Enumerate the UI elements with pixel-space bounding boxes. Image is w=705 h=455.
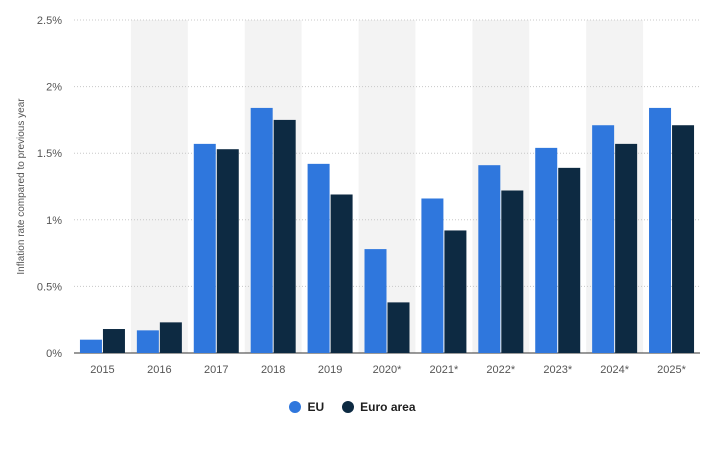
bar-eu	[649, 107, 672, 353]
x-tick-label: 2018	[261, 364, 285, 376]
legend: EU Euro area	[0, 400, 705, 414]
x-tick-label: 2015	[90, 364, 114, 376]
x-tick-label: 2022*	[486, 364, 515, 376]
bar-euro-area	[159, 322, 182, 353]
x-tick-label: 2024*	[600, 364, 629, 376]
x-tick-label: 2017	[204, 364, 228, 376]
legend-marker-euro-area	[342, 401, 355, 413]
bar-euro-area	[501, 190, 524, 353]
bar-eu	[592, 125, 615, 353]
bar-euro-area	[330, 194, 353, 353]
bar-eu	[307, 163, 330, 353]
bar-euro-area	[672, 125, 695, 353]
bar-eu	[478, 165, 501, 353]
y-axis-label: Inflation rate compared to previous year	[16, 98, 27, 275]
bar-euro-area	[273, 119, 296, 354]
y-tick-labels: 0% 0.5% 1% 1.5% 2% 2.5%	[37, 15, 62, 360]
legend-item-eu[interactable]: EU	[289, 400, 324, 414]
y-tick-label: 2.5%	[37, 15, 62, 27]
y-tick-label: 1%	[46, 215, 62, 227]
bar-eu	[364, 249, 387, 353]
y-tick-label: 2%	[46, 82, 62, 94]
x-tick-label: 2020*	[373, 364, 402, 376]
x-tick-label: 2021*	[430, 364, 459, 376]
column-shade	[130, 20, 188, 353]
bar-euro-area	[615, 143, 638, 353]
y-tick-label: 0.5%	[37, 281, 62, 293]
legend-label-eu: EU	[307, 400, 325, 414]
bar-eu	[535, 147, 558, 353]
bar-eu	[136, 330, 159, 353]
legend-label-euro-area: Euro area	[360, 400, 416, 414]
x-tick-labels: 2015 2016 2017 2018 2019 2020* 2021* 2022* 2023*…	[90, 364, 686, 376]
bar-euro-area	[102, 329, 125, 353]
bar-eu	[79, 339, 102, 353]
y-tick-label: 1.5%	[37, 148, 62, 160]
bars	[79, 107, 695, 354]
bar-euro-area	[444, 230, 467, 353]
legend-item-euro-area[interactable]: Euro area	[342, 400, 416, 414]
legend-marker-eu	[289, 401, 302, 413]
x-tick-label: 2025*	[657, 364, 686, 376]
x-tick-label: 2016	[147, 364, 171, 376]
bar-eu	[421, 198, 444, 353]
x-tick-label: 2023*	[543, 364, 572, 376]
bar-euro-area	[558, 167, 581, 353]
y-tick-label: 0%	[46, 348, 62, 360]
bar-eu	[250, 107, 273, 353]
bar-euro-area	[216, 149, 239, 353]
bar-euro-area	[387, 302, 410, 353]
bar-eu	[193, 143, 216, 353]
x-tick-label: 2019	[318, 364, 342, 376]
